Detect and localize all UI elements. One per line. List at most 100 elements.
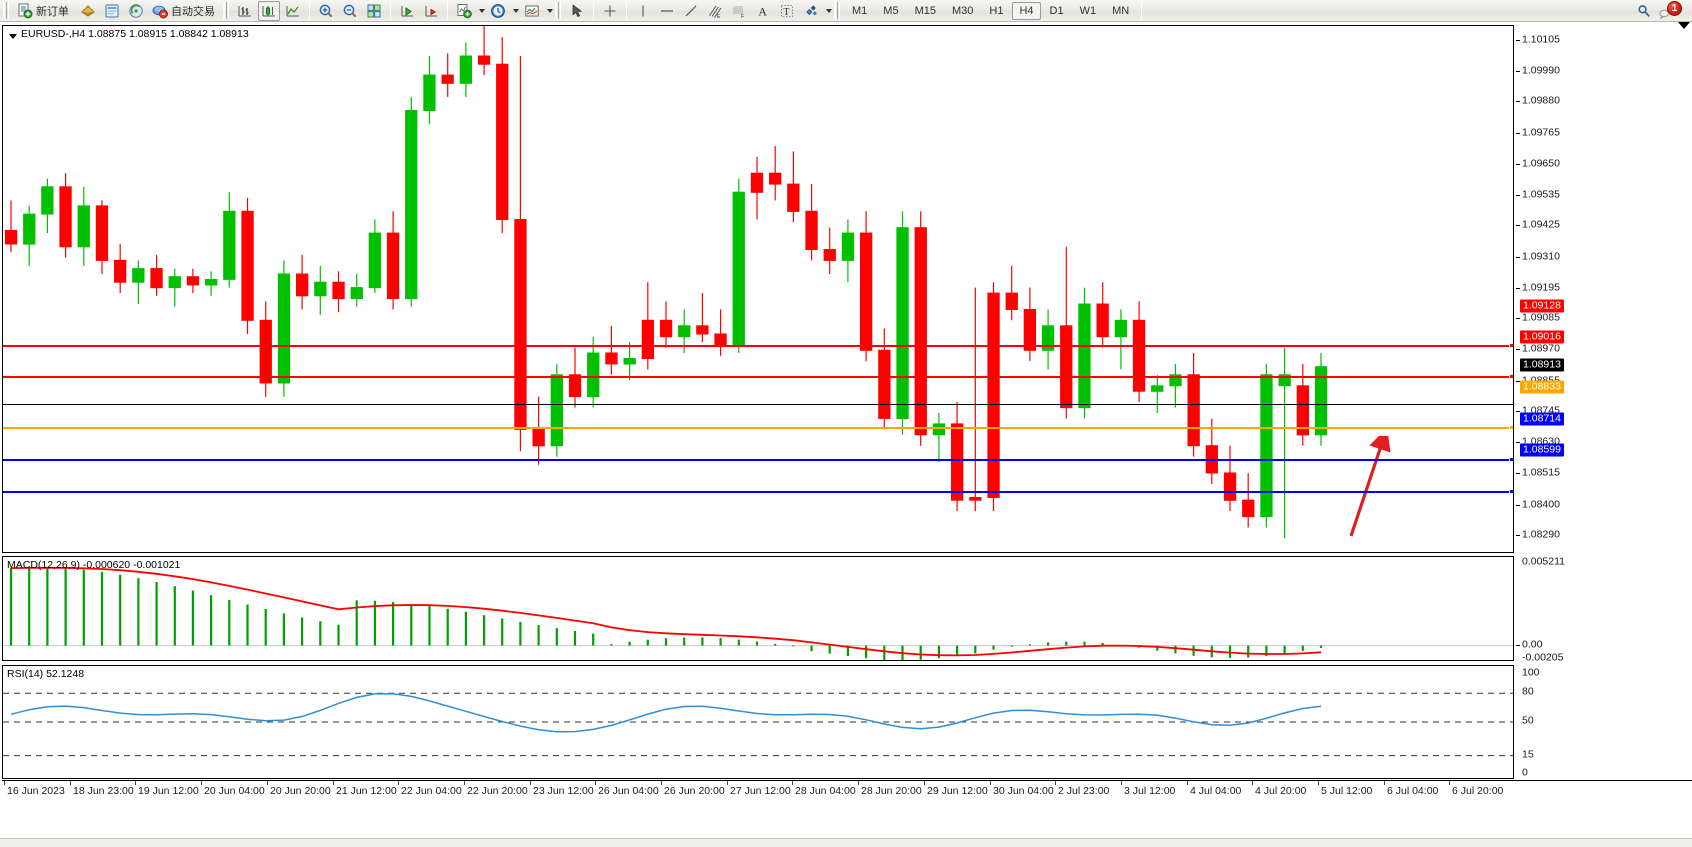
candlestick-chart-button[interactable] — [258, 0, 280, 21]
crosshair-button[interactable] — [599, 1, 621, 21]
level-line-support-1[interactable] — [3, 457, 1513, 462]
templates-dropdown-caret[interactable] — [547, 8, 553, 13]
level-anchor-pivot[interactable] — [1509, 425, 1513, 430]
new-order-label: 新订单 — [36, 5, 69, 18]
time-axis-label: 27 Jun 12:00 — [730, 785, 791, 797]
level-label-pivot[interactable]: 1.08833 — [1520, 380, 1564, 394]
toolbar-grip-2[interactable] — [223, 2, 230, 19]
price-axis[interactable]: 1.10105 1.09990 1.09880 1.09765 1.09650 1.095… — [1516, 25, 1692, 779]
objects-dropdown-caret[interactable] — [826, 8, 832, 13]
toolbar-separator-3 — [447, 1, 448, 20]
level-anchor-resistance-2[interactable] — [1509, 374, 1513, 379]
expert-advisor-button[interactable] — [77, 1, 99, 21]
rsi-pane[interactable]: RSI(14) 52.1248 — [2, 665, 1514, 779]
tab-timeframe-m5[interactable]: M5 — [883, 4, 899, 17]
level-line-resistance-2[interactable] — [3, 374, 1513, 379]
tab-timeframe-d1[interactable]: D1 — [1049, 4, 1064, 17]
symbol-header-label: EURUSD-,H4 1.08875 1.08915 1.08842 1.089… — [21, 28, 249, 40]
tile-windows-button[interactable] — [363, 1, 385, 21]
level-anchor-support-1[interactable] — [1509, 457, 1513, 462]
tab-timeframe-w1[interactable]: W1 — [1079, 4, 1097, 17]
tab-timeframe-m15[interactable]: M15 — [914, 4, 936, 17]
time-axis-label: 20 Jun 20:00 — [270, 785, 331, 797]
search-button[interactable] — [1633, 1, 1655, 21]
auto-scroll-button[interactable] — [396, 1, 418, 21]
level-label-support-1[interactable]: 1.08714 — [1520, 412, 1564, 426]
horizontal-line-button[interactable] — [656, 1, 678, 21]
zoom-out-button[interactable] — [339, 1, 361, 21]
toolbar-separator-2 — [390, 1, 391, 20]
price-tick — [1516, 288, 1520, 289]
level-label-resistance-1[interactable]: 1.09128 — [1520, 299, 1564, 313]
zoom-in-button[interactable] — [315, 1, 337, 21]
price-tick — [1516, 410, 1520, 412]
level-anchor-resistance-1[interactable] — [1509, 343, 1513, 348]
cursor-icon — [572, 3, 583, 17]
bar-chart-button[interactable] — [234, 1, 256, 21]
time-axis-label: 23 Jun 12:00 — [533, 785, 594, 797]
equidistant-channel-button[interactable]: E — [704, 1, 726, 21]
text-button[interactable]: A — [752, 1, 774, 21]
new-order-button[interactable]: 新订单 — [14, 1, 75, 21]
alerts-button[interactable]: 1 — [1657, 0, 1683, 21]
toolbar-grip-3[interactable] — [555, 2, 562, 19]
templates-icon — [525, 5, 539, 16]
price-axis-label: 1.09425 — [1522, 218, 1560, 231]
autotrading-button[interactable]: 自动交易 — [149, 1, 221, 21]
templates-button[interactable] — [521, 1, 543, 21]
price-pane[interactable]: EURUSD-,H4 1.08875 1.08915 1.08842 1.089… — [2, 25, 1514, 553]
periods-button[interactable] — [487, 1, 509, 21]
tab-timeframe-mn[interactable]: MN — [1112, 4, 1130, 17]
toolbar-separator-6 — [1141, 1, 1143, 20]
tab-timeframe-h1[interactable]: H1 — [989, 4, 1004, 17]
time-axis[interactable]: 16 Jun 2023 18 Jun 23:00 19 Jun 12:00 20 Ju… — [2, 780, 1692, 800]
indicators-dropdown-caret[interactable] — [479, 8, 485, 13]
tab-timeframe-m1[interactable]: M1 — [852, 4, 868, 17]
tile-windows-icon — [367, 4, 381, 18]
time-axis-label: 26 Jun 04:00 — [598, 785, 659, 797]
price-axis-label: 1.09765 — [1522, 126, 1560, 139]
price-tick — [1516, 473, 1520, 475]
text-label-icon: T — [781, 4, 793, 18]
periods-dropdown-caret[interactable] — [513, 8, 519, 13]
price-axis-label: 1.10105 — [1522, 33, 1560, 46]
level-label-resistance-2[interactable]: 1.09016 — [1520, 330, 1564, 344]
time-tick — [924, 781, 925, 785]
tab-timeframe-m30[interactable]: M30 — [951, 4, 974, 17]
trendline-icon — [685, 5, 697, 16]
objects-button[interactable] — [800, 1, 822, 21]
data-window-button[interactable] — [101, 1, 123, 21]
text-label-button[interactable]: T — [776, 1, 798, 21]
level-label-support-2[interactable]: 1.08599 — [1520, 443, 1564, 457]
level-line-pivot[interactable] — [3, 425, 1513, 430]
indicators-button[interactable] — [453, 1, 475, 21]
price-axis-label: 1.08745 — [1522, 404, 1560, 417]
level-line-resistance-1[interactable] — [3, 343, 1513, 348]
window-collapse-triangle[interactable] — [1678, 22, 1690, 29]
level-label-last-price[interactable]: 1.08913 — [1520, 358, 1564, 372]
fibonacci-button[interactable]: F — [728, 1, 750, 21]
line-chart-icon — [286, 5, 299, 16]
toolbar-grip-1[interactable] — [3, 2, 10, 19]
bar-chart-icon — [238, 5, 251, 16]
tab-timeframe-h4[interactable]: H4 — [1012, 1, 1041, 20]
cursor-button[interactable] — [566, 1, 588, 21]
vertical-line-button[interactable] — [632, 1, 654, 21]
level-anchor-support-2[interactable] — [1509, 489, 1513, 494]
time-tick — [1187, 781, 1188, 785]
level-line-support-2[interactable] — [3, 489, 1513, 494]
trendline-button[interactable] — [680, 1, 702, 21]
time-axis-label: 6 Jul 20:00 — [1452, 785, 1504, 797]
svg-text:E: E — [717, 14, 721, 19]
toolbar-grip-4[interactable] — [834, 2, 841, 19]
chart-shift-button[interactable] — [420, 1, 442, 21]
macd-pane[interactable]: MACD(12,26,9) -0.000620 -0.001021 — [2, 556, 1514, 661]
candlestick-chart-icon — [262, 5, 275, 16]
time-tick — [4, 781, 5, 785]
time-tick — [595, 781, 596, 785]
price-tick — [1516, 225, 1520, 227]
navigator-button[interactable] — [125, 1, 147, 21]
symbol-dropdown-arrow[interactable] — [9, 34, 17, 39]
time-axis-label: 3 Jul 12:00 — [1124, 785, 1176, 797]
line-chart-button[interactable] — [282, 1, 304, 21]
